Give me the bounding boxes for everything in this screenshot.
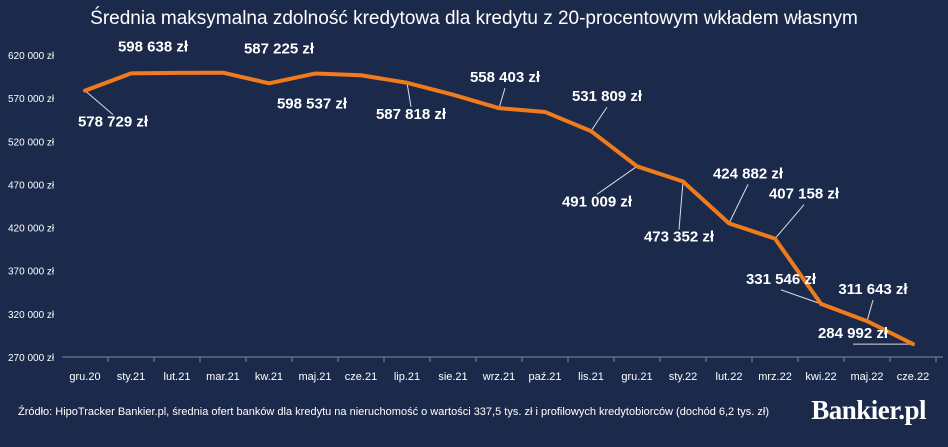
data-label: 331 546 zł [746,271,817,288]
y-tick-label: 420 000 zł [8,224,55,235]
source-note: Źródło: HipoTracker Bankier.pl, średnia … [18,406,769,418]
data-label: 598 638 zł [118,38,189,55]
x-tick-label: gru.21 [621,371,652,383]
x-tick-label: maj.22 [850,371,883,383]
x-tick-label: lut.22 [716,371,743,383]
x-tick-label: lut.21 [164,371,191,383]
y-tick-label: 620 000 zł [8,51,55,62]
data-label: 598 537 zł [277,96,348,113]
x-tick-label: lis.21 [578,371,604,383]
x-tick-label: sty.22 [669,371,698,383]
x-tick-label: cze.22 [897,371,929,383]
data-label: 473 352 zł [644,229,715,246]
data-label: 587 818 zł [376,106,447,123]
data-label-leader [728,184,749,224]
data-label-leader [866,299,874,322]
x-tick-label: wrz.21 [482,371,515,383]
data-label: 531 809 zł [572,88,643,105]
x-tick-label: maj.21 [298,371,331,383]
data-label: 578 729 zł [78,114,149,131]
data-label-leader [774,204,805,239]
chart-title: Średnia maksymalna zdolność kredytowa dl… [90,8,858,29]
data-label: 558 403 zł [470,69,541,86]
data-label-leader [780,289,822,305]
data-label: 587 225 zł [244,40,315,57]
x-tick-label: lip.21 [394,371,420,383]
x-tick-label: gru.20 [69,371,100,383]
data-label-leader [596,165,638,195]
series-line [83,70,915,347]
x-tick-label: mar.21 [206,371,240,383]
y-tick-label: 320 000 zł [8,310,55,321]
bankier-logo: Bankier.pl [811,395,926,425]
y-tick-label: 370 000 zł [8,267,55,278]
data-label: 284 992 zł [818,325,889,342]
x-tick-label: kw.21 [255,371,283,383]
data-label-leader [590,106,608,132]
data-label: 491 009 zł [562,193,633,210]
x-tick-label: paź.21 [528,371,561,383]
data-label-leader [406,82,412,107]
y-tick-label: 570 000 zł [8,94,55,105]
data-label: 424 882 zł [713,165,784,182]
y-tick-label: 470 000 zł [8,180,55,191]
x-tick-label: sie.21 [438,371,467,383]
data-label: 311 643 zł [838,281,908,298]
data-label-leader [84,90,114,115]
y-tick-label: 520 000 zł [8,137,55,148]
x-tick-label: mrz.22 [758,371,792,383]
x-tick-label: cze.21 [345,371,377,383]
y-tick-label: 270 000 zł [8,353,55,364]
data-label: 407 158 zł [769,186,840,203]
x-tick-label: sty.21 [117,371,146,383]
data-label-leader [498,88,506,109]
x-tick-label: kwi.22 [805,371,836,383]
data-label-leader [678,181,684,230]
